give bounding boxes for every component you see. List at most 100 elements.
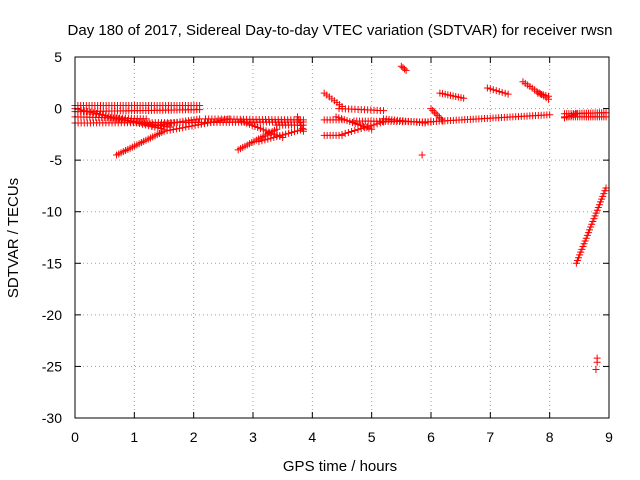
- data-point: [74, 105, 82, 113]
- data-point: [166, 126, 174, 134]
- data-point: [99, 111, 107, 119]
- data-point: [176, 124, 184, 132]
- data-point: [264, 135, 272, 143]
- x-tick-label: 9: [605, 429, 613, 445]
- data-point: [504, 90, 512, 98]
- data-point: [163, 127, 171, 135]
- x-tick-label: 0: [71, 429, 79, 445]
- data-point: [544, 92, 552, 100]
- data-point: [204, 119, 212, 127]
- data-point: [258, 137, 266, 145]
- y-tick-label: 0: [54, 101, 62, 117]
- data-point: [437, 115, 445, 123]
- data-point: [338, 130, 346, 138]
- data-point: [486, 85, 494, 93]
- x-tick-label: 5: [368, 429, 376, 445]
- data-point: [142, 121, 150, 129]
- data-point: [207, 118, 215, 126]
- data-point: [196, 115, 204, 123]
- x-tick-label: 7: [486, 429, 494, 445]
- data-point: [572, 110, 580, 118]
- data-point: [270, 133, 278, 141]
- data-point: [77, 106, 85, 114]
- data-point: [429, 106, 437, 114]
- data-point: [169, 125, 177, 133]
- x-tick-label: 6: [427, 429, 435, 445]
- data-point: [501, 89, 509, 97]
- data-point: [267, 134, 275, 142]
- data-point: [495, 87, 503, 95]
- plot-frame: [74, 56, 610, 419]
- data-point: [344, 128, 352, 136]
- x-tick-label: 1: [130, 429, 138, 445]
- data-point: [439, 117, 447, 125]
- data-point: [483, 84, 491, 92]
- y-axis-title: SDTVAR / TECUs: [5, 178, 22, 298]
- data-point: [380, 107, 388, 115]
- data-point: [351, 127, 359, 135]
- data-point: [96, 110, 104, 118]
- data-point: [295, 116, 303, 124]
- tick-labels: 0 1 2 3 4 5 6 7 8 9 5 0 -5 -10 -15 -20 -25 -30: [42, 49, 613, 445]
- data-point: [83, 107, 91, 115]
- data-point: [354, 126, 362, 134]
- y-tick-label: -15: [42, 255, 62, 271]
- data-point: [288, 129, 296, 137]
- data-point: [86, 108, 94, 116]
- data-point: [492, 87, 500, 95]
- data-point: [460, 94, 468, 102]
- y-tick-label: -20: [42, 307, 62, 323]
- data-point: [402, 66, 410, 74]
- data-point: [80, 107, 88, 115]
- data-point: [430, 108, 438, 116]
- y-tick-label: -30: [42, 410, 62, 426]
- data-points: [71, 62, 610, 374]
- data-point: [427, 105, 435, 113]
- data-point: [364, 123, 372, 131]
- x-axis-title: GPS time / hours: [283, 458, 397, 475]
- y-tick-label: 5: [54, 49, 62, 65]
- data-point: [489, 86, 497, 94]
- data-point: [194, 121, 202, 129]
- y-tick-label: -25: [42, 358, 62, 374]
- data-point: [197, 120, 205, 128]
- data-point: [348, 128, 356, 136]
- x-tick-label: 8: [546, 429, 554, 445]
- data-point: [546, 111, 554, 119]
- data-point: [341, 129, 349, 137]
- data-point: [182, 123, 190, 131]
- x-tick-label: 3: [249, 429, 257, 445]
- data-point: [291, 128, 299, 136]
- chart-title: Day 180 of 2017, Sidereal Day-to-day VTE…: [68, 22, 613, 39]
- data-point: [592, 366, 600, 374]
- data-point: [179, 124, 187, 132]
- y-tick-label: -5: [50, 152, 63, 168]
- data-point: [255, 138, 263, 146]
- data-point: [196, 106, 204, 114]
- data-point: [188, 122, 196, 130]
- data-point: [160, 127, 168, 135]
- data-point: [435, 113, 443, 121]
- data-point: [360, 124, 368, 132]
- data-point: [434, 112, 442, 120]
- data-point: [602, 184, 610, 192]
- data-point: [285, 129, 293, 137]
- data-point: [400, 65, 408, 73]
- x-tick-label: 2: [190, 429, 198, 445]
- data-point: [498, 88, 506, 96]
- data-point: [294, 113, 301, 121]
- data-point: [368, 125, 376, 133]
- data-point: [261, 136, 269, 144]
- data-point: [299, 127, 307, 135]
- data-point: [191, 121, 199, 129]
- data-point: [89, 109, 97, 117]
- data-point: [219, 116, 227, 124]
- data-point: [282, 130, 290, 138]
- data-point: [418, 151, 426, 159]
- data-point: [593, 358, 601, 366]
- data-point: [216, 117, 224, 125]
- data-point: [172, 125, 180, 133]
- data-point: [298, 124, 306, 132]
- x-tick-label: 4: [308, 429, 316, 445]
